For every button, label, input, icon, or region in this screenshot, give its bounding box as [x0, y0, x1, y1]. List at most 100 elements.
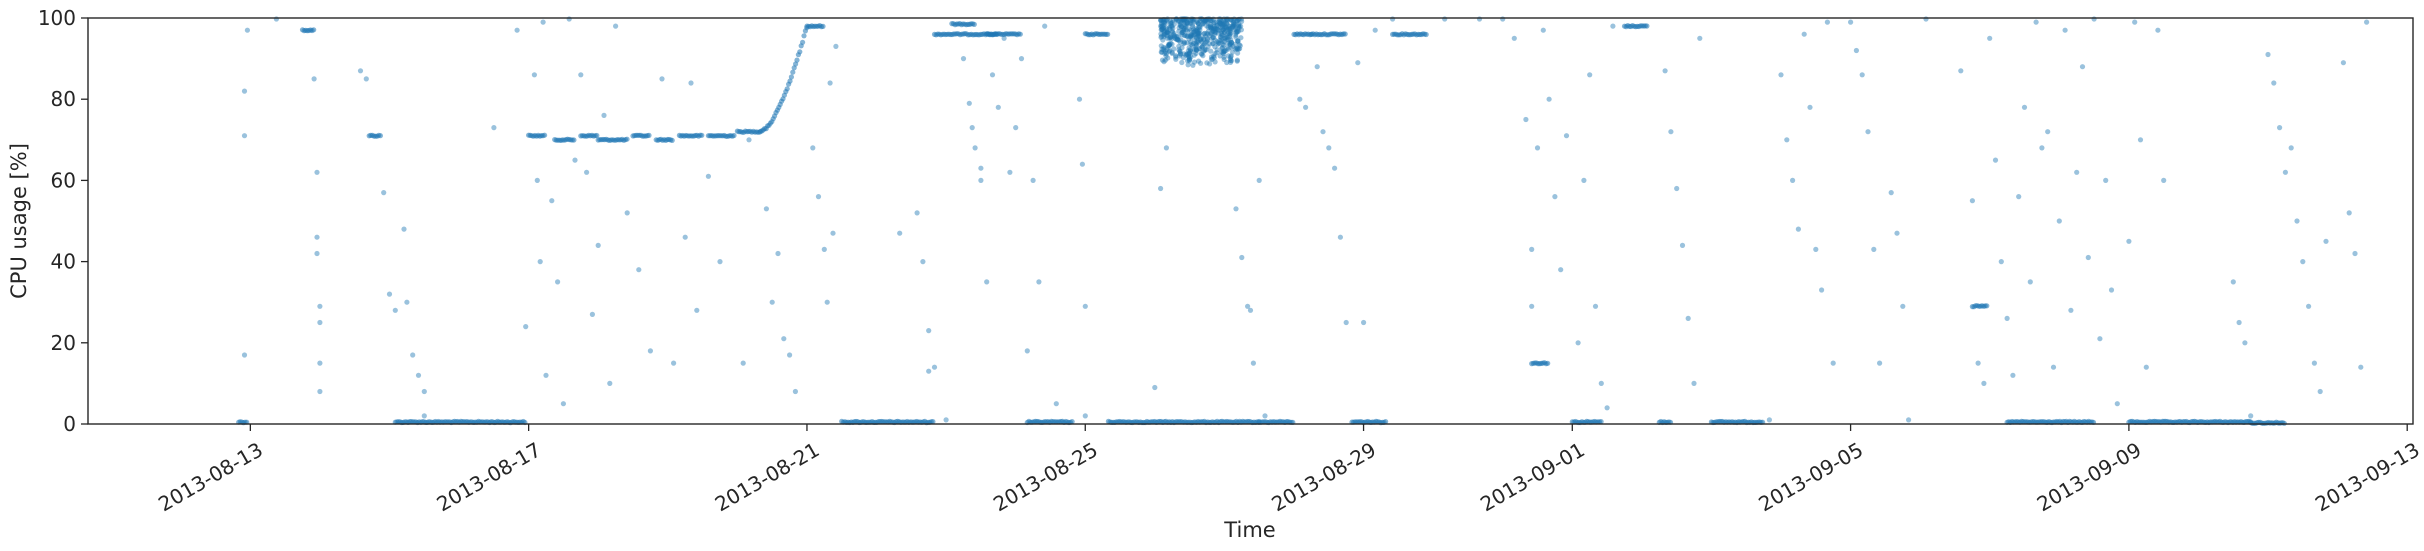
data-point — [1232, 46, 1238, 52]
data-point — [1194, 19, 1200, 25]
x-tick-label: 2013-08-25 — [989, 437, 1102, 516]
data-point — [1198, 39, 1205, 45]
data-point — [241, 88, 248, 94]
data-point — [1219, 22, 1225, 28]
data-point — [1199, 44, 1205, 50]
data-point — [2155, 27, 2161, 33]
data-point — [1204, 60, 1210, 66]
data-point — [1185, 51, 1192, 57]
data-point — [1197, 46, 1203, 52]
data-point — [646, 132, 652, 138]
data-point — [1169, 41, 1175, 47]
data-point — [705, 173, 712, 179]
data-point — [1169, 49, 1175, 56]
data-point — [1175, 18, 1181, 24]
data-point — [1174, 36, 1180, 43]
data-point — [1197, 18, 1203, 24]
data-point — [1181, 25, 1187, 32]
data-point — [1211, 23, 1217, 29]
data-point — [1218, 49, 1225, 55]
data-point — [1220, 17, 1226, 23]
data-point — [1172, 35, 1178, 41]
data-point — [1216, 24, 1222, 30]
data-point — [1212, 59, 1218, 65]
data-point — [1228, 58, 1235, 64]
data-point — [897, 230, 903, 236]
data-point — [1193, 50, 1199, 57]
data-point — [1210, 28, 1216, 34]
data-point — [1196, 46, 1203, 52]
data-point — [1223, 35, 1229, 41]
data-point — [1220, 41, 1226, 47]
data-point — [1178, 24, 1184, 30]
data-point — [699, 132, 705, 138]
data-point — [1442, 16, 1448, 22]
data-point — [1188, 33, 1194, 39]
data-point — [2010, 372, 2016, 378]
data-point — [1210, 35, 1217, 41]
data-point — [1223, 47, 1229, 54]
data-point — [1219, 28, 1225, 34]
data-point — [1199, 44, 1205, 50]
x-tick-label: 2013-08-21 — [711, 437, 824, 516]
data-point — [1195, 20, 1201, 26]
data-point — [1167, 26, 1173, 32]
data-point — [1234, 28, 1240, 34]
data-point — [1192, 27, 1198, 34]
data-point — [1221, 51, 1227, 57]
data-point — [1256, 177, 1262, 183]
data-point — [1230, 20, 1236, 26]
data-point — [2346, 210, 2352, 216]
data-point — [1169, 50, 1175, 57]
data-point — [2027, 279, 2033, 285]
data-point — [1214, 22, 1220, 28]
data-point — [1201, 30, 1208, 36]
data-point — [624, 210, 630, 216]
data-point — [1216, 27, 1222, 33]
data-point — [1159, 20, 1165, 26]
data-point — [1165, 30, 1171, 36]
data-point — [1230, 22, 1236, 28]
data-point — [1813, 246, 1819, 252]
data-point — [1201, 41, 1207, 47]
data-point — [311, 27, 317, 33]
data-point — [1222, 29, 1228, 35]
data-point — [1161, 20, 1167, 26]
data-point — [1195, 20, 1201, 26]
data-point — [1200, 42, 1206, 49]
data-point — [717, 259, 723, 265]
data-point — [607, 380, 613, 386]
data-point — [790, 69, 796, 75]
data-point — [1198, 36, 1204, 43]
data-point — [1201, 37, 1207, 43]
data-point — [1180, 29, 1186, 35]
data-point — [1158, 34, 1164, 40]
data-point — [1186, 20, 1192, 26]
data-point — [1184, 20, 1190, 26]
data-point — [2281, 420, 2287, 426]
data-point — [1234, 38, 1241, 44]
data-point — [1235, 28, 1242, 34]
data-points — [236, 16, 2370, 426]
data-point — [1024, 348, 1030, 354]
data-point — [647, 348, 654, 354]
data-point — [1158, 23, 1164, 30]
data-point — [1212, 26, 1218, 32]
data-point — [584, 169, 590, 175]
data-point — [560, 401, 567, 407]
data-point — [311, 76, 317, 82]
data-point — [1225, 46, 1231, 52]
data-point — [1177, 48, 1183, 54]
data-point — [1308, 31, 1314, 37]
x-tick-label: 2013-09-01 — [1476, 437, 1589, 516]
data-point — [523, 324, 529, 330]
data-point — [1222, 20, 1228, 26]
data-point — [1196, 30, 1202, 36]
data-point — [2340, 60, 2346, 66]
data-point — [1192, 37, 1198, 43]
data-point — [1234, 58, 1240, 64]
data-point — [1209, 25, 1215, 32]
data-point — [540, 19, 546, 25]
data-point — [1171, 46, 1177, 52]
data-point — [1211, 26, 1217, 32]
